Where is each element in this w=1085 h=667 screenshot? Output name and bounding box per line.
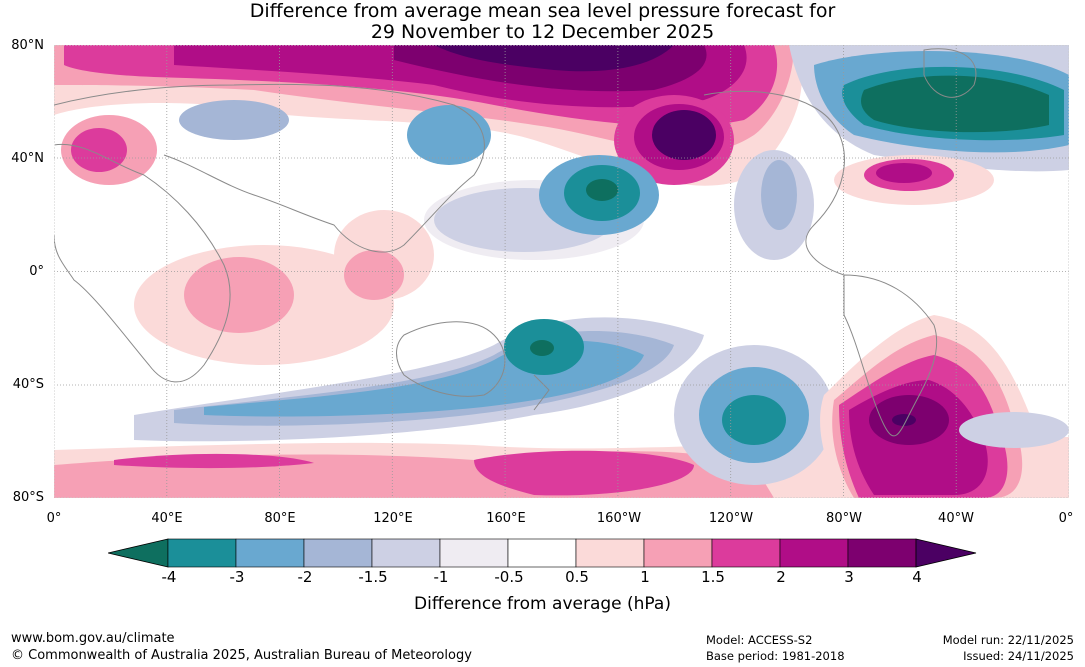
colorbar-tick: -0.5	[494, 568, 524, 586]
bom-url: www.bom.gov.au/climate	[11, 631, 175, 646]
pressure-anomaly-map	[54, 45, 1069, 498]
anomaly-negative-light	[959, 412, 1069, 448]
anomaly-negative-core	[586, 179, 618, 201]
lon-label-160e: 160°E	[486, 511, 526, 526]
coastline-australia	[396, 321, 506, 397]
base-period: Base period: 1981-2018	[706, 649, 845, 663]
lon-label-0-right: 0°	[1058, 511, 1074, 526]
colorbar-swatch	[167, 538, 237, 568]
colorbar-swatch	[847, 538, 917, 568]
lon-label-160w: 160°W	[596, 511, 642, 526]
lon-label-80w: 80°W	[826, 511, 862, 526]
colorbar-arrow-low	[108, 538, 169, 568]
lat-label-40s: 40°S	[12, 377, 44, 392]
anomaly-positive-pink	[344, 250, 404, 300]
anomaly-positive-core	[892, 414, 916, 426]
anomaly-positive-magenta	[474, 450, 694, 496]
anomaly-positive-pink	[184, 257, 294, 333]
colorbar-swatch	[711, 538, 781, 568]
lat-label-40n: 40°N	[11, 151, 44, 166]
model-name: Model: ACCESS-S2	[706, 633, 813, 647]
colorbar-tick: -3	[229, 568, 245, 586]
colorbar-arrow-high	[915, 538, 977, 568]
anomaly-negative-core	[861, 75, 1049, 133]
colorbar-swatch	[235, 538, 305, 568]
anomaly-positive-magenta	[114, 453, 314, 469]
anomaly-positive-strong	[876, 163, 932, 183]
graticule	[54, 45, 1069, 498]
anomaly-negative-lavender	[179, 100, 289, 140]
lon-label-0: 0°	[46, 511, 62, 526]
colorbar-swatch	[439, 538, 509, 568]
copyright: © Commonwealth of Australia 2025, Austra…	[11, 648, 472, 663]
coastline-south-america	[843, 274, 938, 437]
coastlines	[54, 48, 977, 437]
colorbar-swatch	[303, 538, 373, 568]
colorbar-swatch	[507, 538, 577, 568]
map-title-line2: 29 November to 12 December 2025	[370, 21, 715, 43]
colorbar-tick: -1	[433, 568, 449, 586]
lon-label-80e: 80°E	[264, 511, 296, 526]
colorbar-tick: 0.5	[565, 568, 589, 586]
coastline-eurasia	[54, 83, 485, 253]
coastline-new-zealand	[533, 374, 550, 411]
colorbar-label: Difference from average (hPa)	[414, 594, 671, 614]
colorbar-tick: 1	[640, 568, 650, 586]
lon-label-120w: 120°W	[708, 511, 754, 526]
colorbar-tick: 3	[844, 568, 854, 586]
anomaly-negative-teal	[722, 395, 786, 445]
coastline-greenland	[923, 48, 977, 98]
anomaly-negative-blue	[761, 160, 797, 230]
lon-label-40w: 40°W	[938, 511, 974, 526]
anomaly-positive-core	[652, 110, 716, 160]
lat-label-80n: 80°N	[11, 38, 44, 53]
anomaly-positive-magenta	[71, 128, 127, 172]
colorbar-tick: -2	[297, 568, 313, 586]
coastline-africa	[54, 143, 231, 383]
map-frame	[54, 45, 1069, 498]
anomaly-negative-blue	[407, 105, 491, 165]
colorbar-tick: 2	[776, 568, 786, 586]
coastline-north-america	[703, 90, 845, 276]
model-run: Model run: 22/11/2025	[942, 633, 1074, 647]
colorbar-swatch	[575, 538, 645, 568]
lon-label-120e: 120°E	[373, 511, 413, 526]
colorbar-tick: -1.5	[358, 568, 388, 586]
colorbar-tick: -4	[161, 568, 177, 586]
colorbar-tick: 1.5	[701, 568, 725, 586]
map-title-line1: Difference from average mean sea level p…	[249, 0, 836, 22]
colorbar-tick: 4	[912, 568, 922, 586]
anomaly-positive-core	[434, 45, 674, 72]
lon-label-40e: 40°E	[151, 511, 183, 526]
issued-date: Issued: 24/11/2025	[963, 649, 1074, 663]
anomaly-negative-core	[530, 340, 554, 356]
colorbar-swatch	[779, 538, 849, 568]
lat-label-80s: 80°S	[12, 490, 44, 505]
colorbar-swatch	[371, 538, 441, 568]
colorbar	[108, 538, 977, 568]
lat-label-equator: 0°	[29, 264, 44, 279]
colorbar-swatch	[643, 538, 713, 568]
